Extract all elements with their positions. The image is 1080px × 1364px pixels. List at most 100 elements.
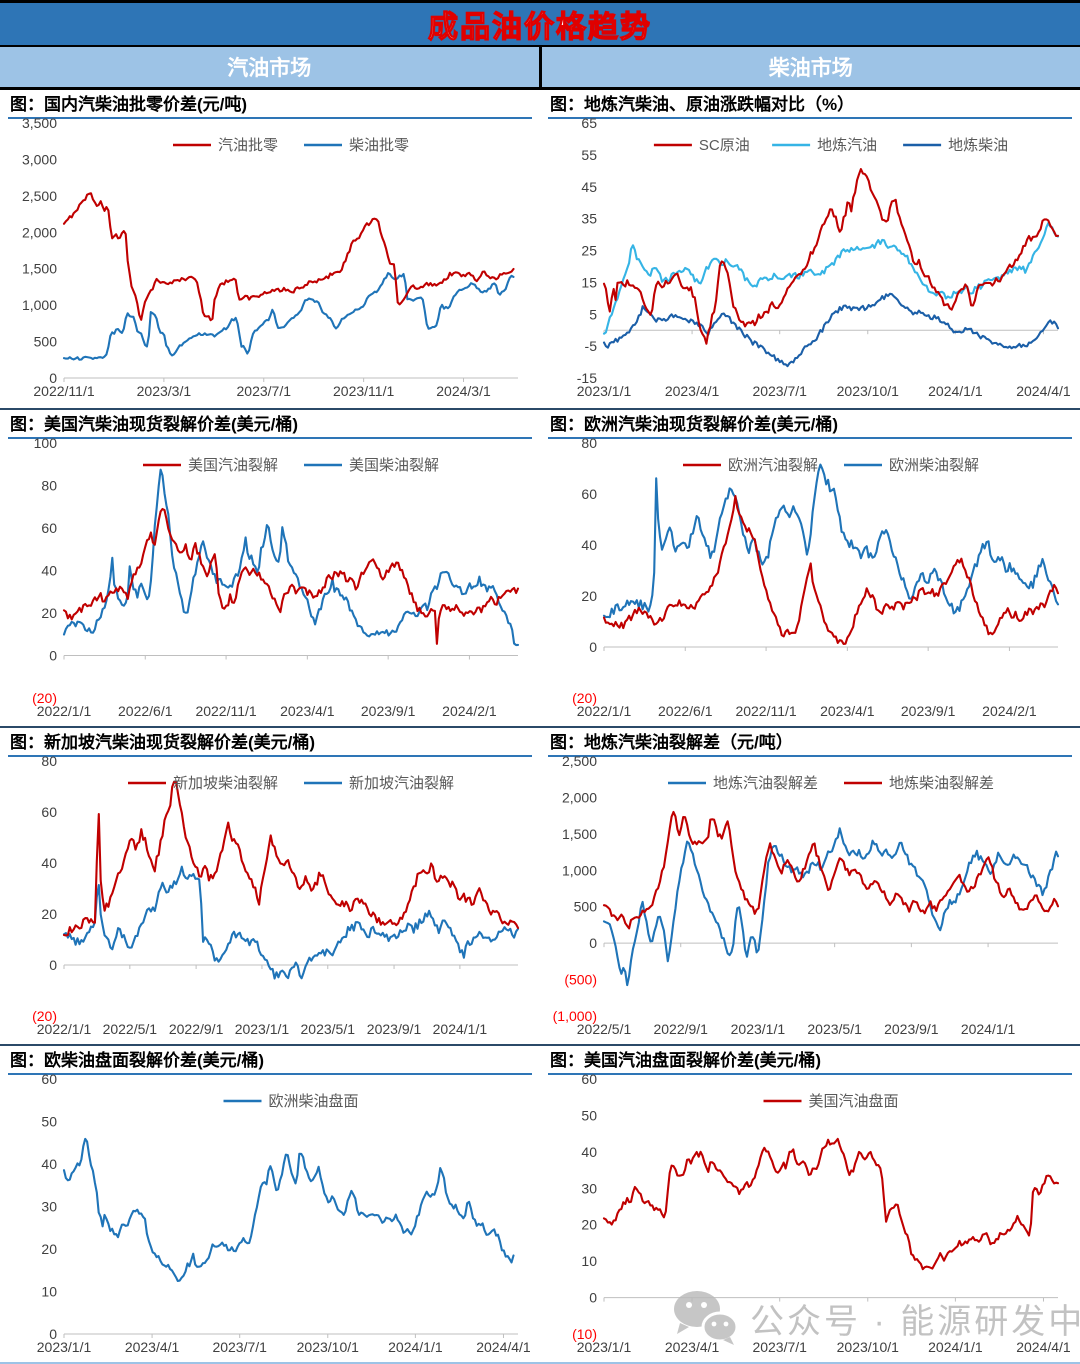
- svg-text:2022/5/1: 2022/5/1: [103, 1021, 158, 1037]
- svg-text:地炼柴油裂解差: 地炼柴油裂解差: [889, 775, 994, 792]
- svg-text:2023/4/1: 2023/4/1: [280, 703, 335, 719]
- svg-text:地炼汽油裂解差: 地炼汽油裂解差: [713, 775, 818, 792]
- chart-panel-refinery-vs-crude-change: 图：地炼汽柴油、原油涨跌幅对比（%） -15 -5 5 15 25 35 45 55 65 202…: [540, 90, 1080, 408]
- svg-text:60: 60: [581, 486, 597, 502]
- chart-canvas-refinery-crack-spread: (1,000) (500) 0 500 1,000 1,500 2,000 2,500 2022…: [548, 753, 1072, 1040]
- chart-panel-europe-spot-crack: 图：欧洲汽柴油现货裂解价差(美元/桶) (20) 0 20 40 60 80 2022/1/…: [540, 410, 1080, 726]
- svg-text:40: 40: [41, 855, 57, 871]
- chart-panel-singapore-spot-crack: 图：新加坡汽柴油现货裂解价差(美元/桶) (20) 0 20 40 60 80 2022/1…: [0, 728, 540, 1044]
- svg-text:2024/4/1: 2024/4/1: [1016, 1339, 1071, 1355]
- svg-text:美国柴油裂解: 美国柴油裂解: [349, 457, 439, 474]
- column-header-diesel: 柴油市场: [538, 47, 1080, 87]
- svg-text:50: 50: [41, 1114, 57, 1130]
- chart-canvas-europe-spot-crack: (20) 0 20 40 60 80 2022/1/1 2022/6/1 2022/11/1 20…: [548, 435, 1072, 722]
- svg-text:-5: -5: [585, 338, 598, 354]
- svg-text:2023/5/1: 2023/5/1: [807, 1021, 862, 1037]
- svg-text:(20): (20): [32, 1008, 57, 1024]
- svg-text:40: 40: [41, 1156, 57, 1172]
- chart-grid: 图：国内汽柴油批零价差(元/吨) 0 500 1,000 1,500 2,000 2,50…: [0, 90, 1080, 1364]
- svg-text:60: 60: [41, 804, 57, 820]
- chart-panel-refinery-crack-spread: 图：地炼汽柴油裂解差（元/吨） (1,000) (500) 0 500 1,000 1,5…: [540, 728, 1080, 1044]
- svg-text:1,500: 1,500: [562, 826, 597, 842]
- svg-text:2023/1/1: 2023/1/1: [577, 383, 632, 399]
- svg-text:10: 10: [41, 1284, 57, 1300]
- svg-text:2023/9/1: 2023/9/1: [884, 1021, 939, 1037]
- svg-text:65: 65: [581, 115, 597, 131]
- svg-text:100: 100: [34, 435, 58, 451]
- svg-text:40: 40: [581, 537, 597, 553]
- svg-text:2023/4/1: 2023/4/1: [820, 703, 875, 719]
- svg-text:60: 60: [41, 520, 57, 536]
- svg-text:(1,000): (1,000): [553, 1008, 597, 1024]
- svg-text:欧洲汽油裂解: 欧洲汽油裂解: [728, 457, 818, 474]
- svg-text:0: 0: [49, 1326, 57, 1342]
- svg-text:-15: -15: [577, 370, 597, 386]
- svg-text:0: 0: [49, 648, 57, 664]
- svg-text:2024/1/1: 2024/1/1: [388, 1339, 443, 1355]
- svg-text:(20): (20): [572, 690, 597, 706]
- svg-text:2023/7/1: 2023/7/1: [237, 383, 292, 399]
- svg-text:(20): (20): [32, 690, 57, 706]
- chart-canvas-eu-diesel-futures-crack: 0 10 20 30 40 50 60 2023/1/1 2023/4/1 2023/7/1 202…: [8, 1071, 532, 1358]
- svg-text:45: 45: [581, 179, 597, 195]
- chart-canvas-us-gasoline-futures-crack: (10) 0 10 20 30 40 50 60 2023/1/1 2023/4/1 2023/7/…: [548, 1071, 1072, 1358]
- svg-text:55: 55: [581, 147, 597, 163]
- svg-text:2024/4/1: 2024/4/1: [1016, 383, 1071, 399]
- svg-text:15: 15: [581, 274, 597, 290]
- svg-text:80: 80: [41, 753, 57, 769]
- svg-text:2023/10/1: 2023/10/1: [837, 1339, 899, 1355]
- svg-text:80: 80: [41, 478, 57, 494]
- bottom-divider: [0, 1362, 1080, 1364]
- svg-text:2023/7/1: 2023/7/1: [752, 383, 807, 399]
- svg-text:2023/1/1: 2023/1/1: [37, 1339, 92, 1355]
- chart-title: 图：欧柴油盘面裂解价差(美元/桶): [8, 1049, 532, 1075]
- chart-title: 图：国内汽柴油批零价差(元/吨): [8, 93, 532, 119]
- svg-text:2024/1/1: 2024/1/1: [928, 383, 983, 399]
- svg-text:0: 0: [589, 935, 597, 951]
- column-header-gasoline: 汽油市场: [0, 47, 539, 87]
- svg-text:2023/3/1: 2023/3/1: [137, 383, 192, 399]
- svg-text:2022/1/1: 2022/1/1: [577, 703, 632, 719]
- svg-text:2023/7/1: 2023/7/1: [752, 1339, 807, 1355]
- svg-text:2023/9/1: 2023/9/1: [361, 703, 416, 719]
- svg-text:2023/10/1: 2023/10/1: [297, 1339, 359, 1355]
- svg-text:欧洲柴油盘面: 欧洲柴油盘面: [269, 1092, 359, 1110]
- svg-text:20: 20: [581, 588, 597, 604]
- svg-text:30: 30: [581, 1180, 597, 1196]
- svg-text:2,000: 2,000: [562, 789, 597, 805]
- svg-text:35: 35: [581, 211, 597, 227]
- svg-text:2024/1/1: 2024/1/1: [928, 1339, 983, 1355]
- svg-text:3,500: 3,500: [22, 115, 57, 131]
- svg-text:3,000: 3,000: [22, 151, 57, 167]
- svg-text:0: 0: [49, 957, 57, 973]
- svg-text:2023/11/1: 2023/11/1: [333, 383, 394, 399]
- svg-text:2023/9/1: 2023/9/1: [367, 1021, 422, 1037]
- svg-text:2024/3/1: 2024/3/1: [436, 383, 491, 399]
- svg-text:40: 40: [581, 1144, 597, 1160]
- svg-text:2,000: 2,000: [22, 224, 57, 240]
- market-columns-header: 汽油市场 柴油市场: [0, 47, 1080, 90]
- chart-title: 图：地炼汽柴油、原油涨跌幅对比（%）: [548, 93, 1072, 119]
- chart-panel-domestic-retail-spread: 图：国内汽柴油批零价差(元/吨) 0 500 1,000 1,500 2,000 2,50…: [0, 90, 540, 408]
- svg-text:2024/2/1: 2024/2/1: [442, 703, 497, 719]
- chart-title: 图：欧洲汽柴油现货裂解价差(美元/桶): [548, 413, 1072, 439]
- svg-text:欧洲柴油裂解: 欧洲柴油裂解: [889, 457, 979, 474]
- svg-text:2022/11/1: 2022/11/1: [195, 703, 256, 719]
- svg-text:2023/4/1: 2023/4/1: [665, 383, 720, 399]
- svg-text:SC原油: SC原油: [699, 137, 750, 154]
- chart-title: 图：地炼汽柴油裂解差（元/吨）: [548, 731, 1072, 757]
- svg-text:2023/9/1: 2023/9/1: [901, 703, 956, 719]
- svg-text:500: 500: [574, 899, 598, 915]
- svg-text:新加坡柴油裂解: 新加坡柴油裂解: [173, 775, 278, 792]
- svg-text:20: 20: [41, 1241, 57, 1257]
- svg-text:2024/1/1: 2024/1/1: [961, 1021, 1016, 1037]
- svg-text:1,000: 1,000: [22, 297, 57, 313]
- svg-text:1,500: 1,500: [22, 261, 57, 277]
- svg-text:2024/4/1: 2024/4/1: [476, 1339, 531, 1355]
- report-title: 成品油价格趋势: [427, 10, 652, 44]
- svg-text:美国汽油盘面: 美国汽油盘面: [809, 1092, 899, 1110]
- svg-text:2,500: 2,500: [22, 188, 57, 204]
- chart-row-4: 图：欧柴油盘面裂解价差(美元/桶) 0 10 20 30 40 50 60 2023/1/1 2…: [0, 1044, 1080, 1362]
- svg-text:80: 80: [581, 435, 597, 451]
- svg-text:汽油批零: 汽油批零: [218, 137, 278, 154]
